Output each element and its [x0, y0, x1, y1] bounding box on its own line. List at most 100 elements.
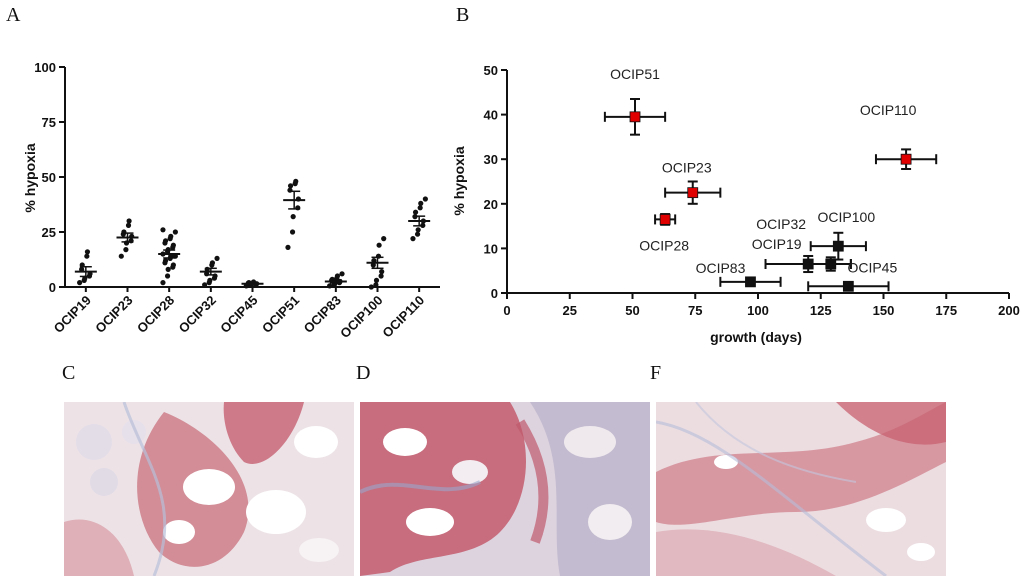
- chart-a-point: [378, 273, 384, 279]
- chart-b-x-tick-label: 150: [873, 303, 895, 318]
- chart-a-x-tick-label: OCIP19: [51, 293, 94, 336]
- chart-a-point: [290, 214, 296, 220]
- chart-a-x-tick-label: OCIP110: [379, 293, 427, 341]
- chart-b-x-tick-label: 175: [935, 303, 957, 318]
- panel-label-d: D: [356, 362, 371, 384]
- chart-a-point: [381, 236, 387, 242]
- chart-a-point: [373, 277, 380, 283]
- chart-a-point: [373, 282, 379, 288]
- chart-b-y-axis-label: % hypoxia: [451, 146, 467, 215]
- chart-a-point: [293, 178, 299, 184]
- chart-a-point: [368, 284, 374, 290]
- chart-b-point-label: OCIP100: [818, 209, 876, 225]
- chart-a-point: [209, 260, 216, 266]
- chart-a-y-tick-label: 50: [42, 170, 56, 185]
- chart-a-point: [214, 255, 220, 261]
- micrograph-f: [656, 402, 946, 576]
- chart-a-point: [376, 242, 382, 248]
- chart-b-point: [629, 111, 641, 123]
- chart-a-point: [84, 249, 91, 255]
- chart-a-point: [162, 238, 169, 244]
- chart-a-x-tick-label: OCIP51: [259, 293, 302, 336]
- chart-a-point: [289, 229, 296, 235]
- chart-a-x-tick-label: OCIP100: [337, 293, 385, 341]
- chart-b-y-tick-label: 30: [484, 152, 498, 167]
- panel-label-c: C: [62, 362, 76, 384]
- chart-a-point: [168, 233, 174, 239]
- chart-a-point: [123, 247, 129, 253]
- chart-a-point: [172, 229, 178, 235]
- chart-a-point: [285, 244, 291, 250]
- chart-b-y-tick-label: 0: [491, 286, 498, 301]
- chart-a-point: [160, 280, 166, 286]
- chart-a-point: [162, 258, 169, 264]
- chart-b-point: [687, 187, 699, 199]
- chart-b-point-label: OCIP19: [752, 236, 802, 252]
- chart-b-point-label: OCIP51: [610, 66, 660, 82]
- chart-a-x-tick-label: OCIP28: [134, 293, 177, 336]
- chart-a-point: [334, 273, 341, 279]
- chart-a-point: [160, 227, 166, 233]
- chart-b-point: [825, 258, 837, 270]
- chart-b-point: [900, 153, 912, 165]
- chart-b-point-label: OCIP23: [662, 160, 712, 176]
- chart-b-x-tick-label: 125: [810, 303, 832, 318]
- chart-a-point: [415, 227, 421, 233]
- chart-b-y-tick-label: 20: [484, 197, 498, 212]
- chart-a-y-tick-label: 100: [34, 60, 56, 75]
- chart-b-x-tick-label: 50: [625, 303, 639, 318]
- chart-b-hypoxia-vs-growth: % hypoxia growth (days) 0 10 20 30 40 50 0 25 50…: [451, 63, 1020, 345]
- chart-b-y-tick-label: 40: [484, 108, 498, 123]
- chart-a-point: [84, 253, 90, 259]
- chart-a-y-tick-label: 0: [49, 280, 56, 295]
- chart-a-point: [118, 253, 124, 259]
- chart-a-point: [417, 205, 423, 211]
- chart-a-point: [165, 266, 171, 272]
- chart-a-point: [327, 283, 333, 289]
- chart-b-x-tick-label: 75: [688, 303, 702, 318]
- chart-b-point-label: OCIP83: [696, 260, 746, 276]
- panel-label-b: B: [456, 4, 470, 26]
- chart-b-x-tick-label: 200: [998, 303, 1020, 318]
- chart-b-point-label: OCIP28: [639, 237, 689, 253]
- chart-a-point: [287, 183, 294, 189]
- panel-label-f: F: [650, 362, 662, 384]
- chart-a-point: [410, 236, 416, 242]
- chart-b-y-tick-label: 10: [484, 241, 498, 256]
- panel-label-a: A: [6, 4, 21, 26]
- chart-a-x-tick-label: OCIP32: [176, 293, 219, 336]
- micrograph-d: [360, 402, 650, 576]
- chart-a-point: [414, 231, 421, 237]
- chart-a-point: [418, 200, 424, 206]
- chart-b-point: [659, 214, 671, 225]
- chart-a-point: [422, 196, 428, 202]
- chart-a-x-tick-label: OCIP23: [92, 293, 135, 336]
- chart-a-hypoxia-by-line: % hypoxia 0255075100OCIP19OCIP23OCIP28OC…: [22, 60, 440, 341]
- chart-a-point: [379, 269, 385, 275]
- chart-a-y-tick-label: 25: [42, 225, 56, 240]
- chart-b-x-axis-label: growth (days): [710, 329, 802, 345]
- chart-b-point: [832, 240, 844, 252]
- chart-a-point: [412, 209, 419, 215]
- chart-b-point-label: OCIP45: [847, 259, 897, 275]
- chart-a-point: [170, 262, 176, 268]
- chart-b-y-tick-label: 50: [484, 63, 498, 78]
- chart-b-x-tick-label: 25: [563, 303, 577, 318]
- chart-a-point: [207, 277, 213, 283]
- chart-a-y-tick-label: 75: [42, 115, 56, 130]
- micrograph-c: [64, 402, 354, 576]
- chart-a-point: [125, 222, 132, 228]
- chart-a-point: [170, 242, 176, 248]
- chart-a-x-tick-label: OCIP45: [217, 293, 260, 336]
- chart-b-point-label: OCIP32: [756, 216, 806, 232]
- chart-b-x-tick-label: 100: [747, 303, 769, 318]
- chart-a-point: [126, 218, 132, 224]
- chart-a-point: [164, 273, 171, 279]
- chart-b-x-tick-label: 0: [503, 303, 510, 318]
- chart-a-point: [202, 282, 208, 288]
- chart-a-point: [77, 280, 83, 286]
- chart-b-point: [745, 276, 756, 288]
- chart-a-y-axis-label: % hypoxia: [22, 143, 38, 212]
- chart-b-point: [842, 280, 854, 292]
- chart-a-point: [339, 271, 345, 277]
